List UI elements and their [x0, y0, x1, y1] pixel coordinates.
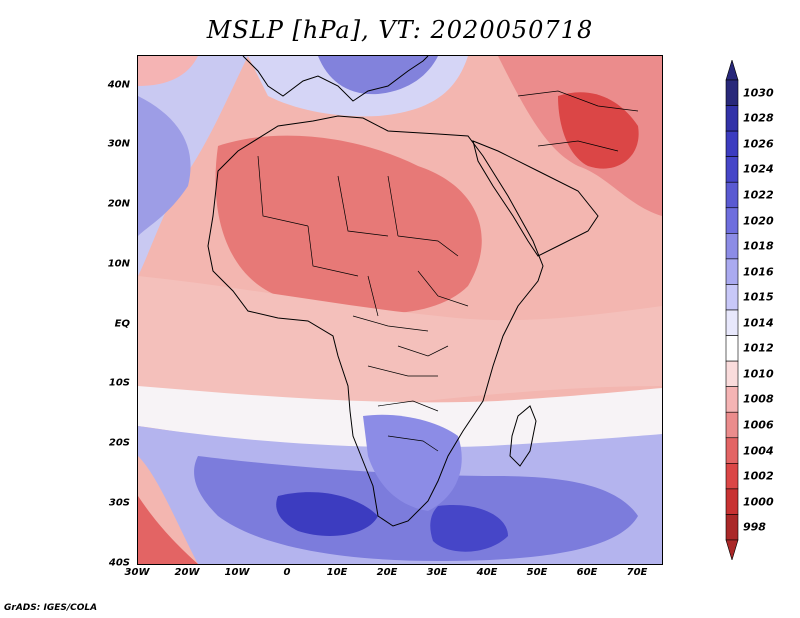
- europe-coastline: [242, 56, 429, 102]
- colorbar-swatch: [725, 488, 739, 515]
- lat-tick-10s: 10S: [108, 377, 130, 389]
- colorbar-swatch: [725, 79, 739, 106]
- colorbar-label: 1012: [743, 341, 774, 355]
- colorbar-swatch: [725, 181, 739, 209]
- colorbar-label: 1002: [743, 469, 774, 483]
- atlantic-high-outer: [138, 56, 248, 276]
- colorbar-swatch: [725, 130, 739, 157]
- lat-tick-30s: 30S: [108, 497, 130, 509]
- colorbar-label: 1015: [743, 290, 774, 304]
- lon-tick-60e: 60E: [576, 567, 598, 578]
- colorbar-swatch: [725, 360, 739, 387]
- lat-tick-40n: 40N: [107, 79, 130, 91]
- lat-tick-20n: 20N: [107, 198, 130, 210]
- lat-tick-10n: 10N: [107, 258, 130, 270]
- lon-tick-10e: 10E: [326, 567, 348, 578]
- colorbar-label: 1028: [743, 111, 774, 125]
- colorbar-label: 1000: [743, 495, 774, 509]
- arabia-coastline: [472, 140, 599, 257]
- colorbar-label: 1006: [743, 418, 774, 432]
- equatorial-band: [138, 276, 662, 411]
- lat-tick-30n: 30N: [107, 138, 130, 150]
- colorbar-label: 1024: [743, 162, 774, 176]
- colorbar-label: 1004: [743, 444, 774, 458]
- colorbar-swatch: [725, 258, 739, 285]
- lon-tick-40e: 40E: [476, 567, 498, 578]
- lat-tick-eq: EQ: [114, 318, 130, 330]
- africa-coastline: [207, 115, 544, 527]
- colorbar-swatch: [725, 156, 739, 183]
- map-canvas: [138, 56, 662, 564]
- southern-africa-high: [363, 414, 462, 511]
- south-atlantic-high-mid: [194, 456, 638, 561]
- lon-tick-30e: 30E: [426, 567, 448, 578]
- madagascar-coastline: [509, 405, 537, 467]
- lon-tick-10w: 10W: [224, 567, 250, 578]
- colorbar-label: 1016: [743, 265, 774, 279]
- colorbar-label: 1010: [743, 367, 774, 381]
- colorbar-swatch: [725, 207, 739, 234]
- colorbar-label: 1018: [743, 239, 774, 253]
- sahel-low: [215, 135, 482, 314]
- colorbar-label: 1014: [743, 316, 774, 330]
- south-atlantic-high-core: [276, 492, 378, 536]
- colorbar-swatch: [725, 233, 739, 260]
- nw-low-pressure: [138, 56, 198, 86]
- colorbar-graphic: [725, 58, 739, 562]
- lon-tick-30w: 30W: [124, 567, 150, 578]
- middle-east-low-inner: [558, 92, 639, 169]
- colorbar-swatch: [725, 463, 739, 490]
- south-indian-high-core: [430, 505, 508, 552]
- lon-tick-20e: 20E: [376, 567, 398, 578]
- mediterranean-high-inner: [318, 56, 438, 95]
- colorbar-label: 1008: [743, 392, 774, 406]
- colorbar-max-arrow: [725, 58, 739, 81]
- atlantic-high-inner: [138, 96, 191, 236]
- sw-corner-low: [138, 496, 198, 564]
- colorbar-swatch: [725, 386, 739, 413]
- country-borders: [257, 155, 469, 452]
- lon-tick-0: 0: [283, 567, 291, 578]
- lon-tick-20w: 20W: [174, 567, 200, 578]
- colorbar-label: 998: [743, 520, 766, 534]
- middle-east-borders: [517, 90, 639, 152]
- colorbar-label: 1026: [743, 137, 774, 151]
- colorbar-label: 1030: [743, 86, 774, 100]
- lon-tick-50e: 50E: [526, 567, 548, 578]
- colorbar: [722, 58, 762, 562]
- colorbar-swatch: [725, 105, 739, 132]
- colorbar-label: 1020: [743, 214, 774, 228]
- colorbar-swatch: [725, 411, 739, 439]
- lon-tick-70e: 70E: [626, 567, 648, 578]
- colorbar-min-arrow: [725, 539, 739, 562]
- colorbar-swatch: [725, 514, 739, 541]
- colorbar-swatch: [725, 284, 739, 311]
- lat-tick-40s: 40S: [108, 557, 130, 569]
- grads-credit: GrADS: IGES/COLA: [4, 603, 98, 613]
- map-title: MSLP [hPa], VT: 2020050718: [206, 16, 594, 44]
- colorbar-swatch: [725, 335, 739, 362]
- lat-tick-20s: 20S: [108, 437, 130, 449]
- colorbar-label: 1022: [743, 188, 774, 202]
- colorbar-swatch: [725, 437, 739, 464]
- colorbar-swatch: [725, 309, 739, 336]
- pressure-map: [137, 55, 663, 565]
